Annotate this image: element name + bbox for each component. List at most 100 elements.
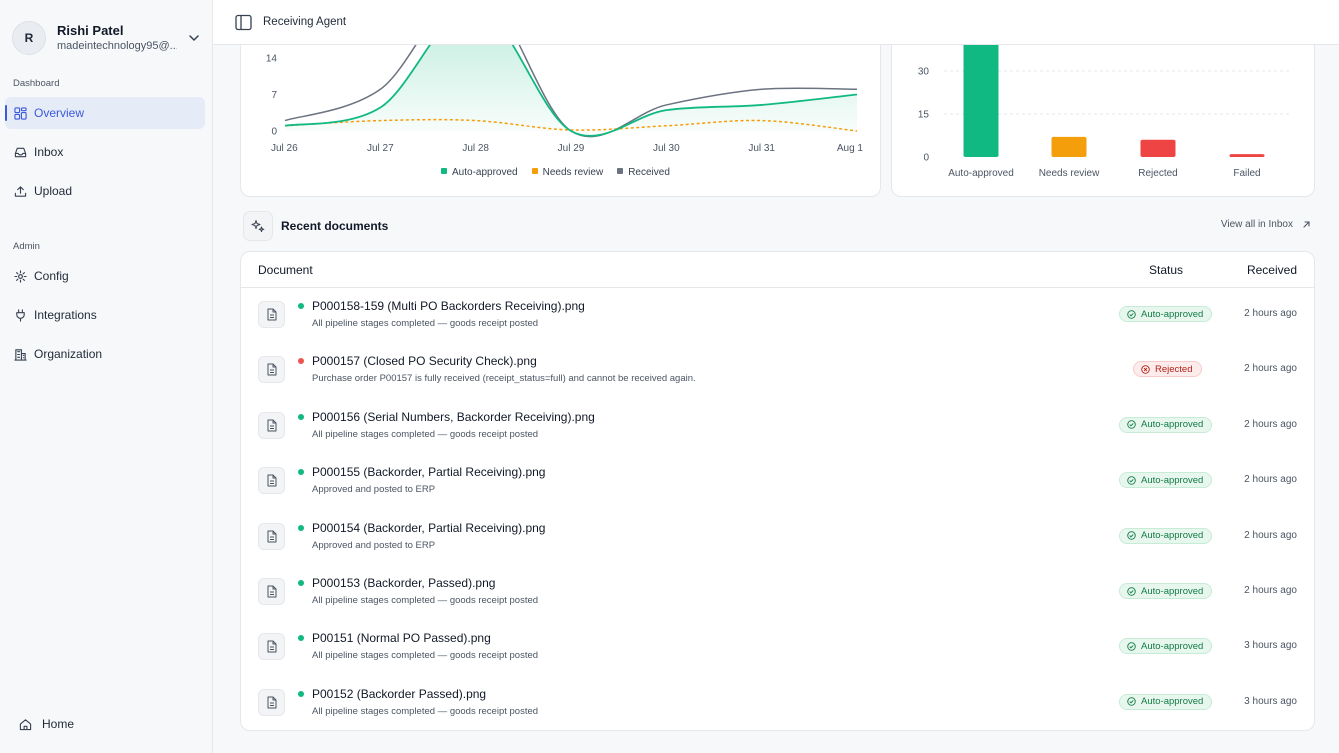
line-chart: 0 7 14 Jul 26 Jul 27 Jul 28 Jul 29 Jul 30 Jul 31… — [266, 0, 864, 154]
topbar: Receiving Agent — [213, 0, 1339, 45]
x-tick-label: Auto-approved — [948, 168, 1014, 179]
series-line-auto-approved — [284, 4, 858, 137]
document-icon — [258, 633, 285, 661]
check-circle-icon — [1127, 642, 1136, 651]
document-name[interactable]: P00151 (Normal PO Passed).png — [312, 631, 491, 646]
status-dot — [298, 524, 304, 531]
sidebar-item-config[interactable]: Config — [5, 260, 205, 292]
status-badge: Auto-approved — [1119, 527, 1213, 544]
view-all-link[interactable]: View all in Inbox — [1221, 219, 1311, 230]
sidebar-item-inbox[interactable]: Inbox — [5, 136, 205, 168]
user-menu[interactable]: R Rishi Patel madeintechnology95@... — [12, 16, 202, 60]
check-circle-icon — [1127, 531, 1136, 540]
status-dot — [298, 690, 304, 697]
received-time: 3 hours ago — [1244, 640, 1297, 652]
status-badge: Auto-approved — [1119, 638, 1213, 655]
grid-icon — [14, 106, 27, 120]
series-line-received — [284, 0, 858, 138]
sidebar-item-organization[interactable]: Organization — [5, 338, 205, 370]
legend-item-auto-approved: Auto-approved — [441, 167, 518, 178]
status-badge: Auto-approved — [1119, 306, 1213, 322]
series-area-auto-approved — [285, 5, 857, 136]
table-row[interactable]: P000154 (Backorder, Partial Receiving).p… — [241, 510, 1314, 565]
document-name[interactable]: P000154 (Backorder, Partial Receiving).p… — [312, 520, 546, 535]
x-tick-label: Needs review — [1039, 168, 1100, 179]
sidebar-item-integrations[interactable]: Integrations — [5, 299, 205, 331]
table-row[interactable]: P000156 (Serial Numbers, Backorder Recei… — [241, 399, 1314, 454]
status-badge: Auto-approved — [1119, 416, 1213, 433]
document-icon — [258, 522, 285, 550]
table-row[interactable]: P000153 (Backorder, Passed).png All pipel… — [241, 565, 1314, 620]
document-name[interactable]: P000153 (Backorder, Passed).png — [312, 576, 496, 590]
document-name[interactable]: P000157 (Closed PO Security Check).png — [312, 354, 537, 369]
document-name[interactable]: P000158-159 (Multi PO Backorders Receivi… — [312, 299, 585, 313]
document-status-detail: All pipeline stages completed — goods re… — [312, 318, 539, 329]
document-status-detail: Approved and posted to ERP — [312, 484, 436, 496]
chart-legend: Auto-approved Needs review Received — [441, 167, 670, 178]
received-time: 2 hours ago — [1244, 529, 1297, 541]
document-name[interactable]: P000155 (Backorder, Partial Receiving).p… — [312, 465, 546, 480]
table-row[interactable]: P00151 (Normal PO Passed).png All pipelin… — [241, 620, 1314, 675]
inbox-icon — [14, 146, 27, 159]
legend-item-needs-review: Needs review — [531, 167, 603, 178]
status-dot — [298, 469, 304, 476]
section-label-dashboard: Dashboard — [13, 78, 60, 89]
y-tick-label: 30 — [918, 67, 930, 78]
building-icon — [14, 348, 27, 361]
table-row[interactable]: P000157 (Closed PO Security Check).png Pu… — [241, 343, 1314, 398]
document-status-detail: All pipeline stages completed — goods re… — [312, 595, 539, 606]
x-tick-label: Jul 26 — [271, 143, 298, 154]
sidebar-toggle-icon[interactable] — [235, 14, 252, 31]
sidebar-item-upload[interactable]: Upload — [5, 175, 205, 207]
x-circle-icon — [1141, 365, 1150, 374]
document-status-detail: All pipeline stages completed — goods re… — [312, 428, 539, 440]
sidebar-item-label: Upload — [34, 184, 73, 198]
document-icon — [258, 578, 285, 605]
table-row[interactable]: P000158-159 (Multi PO Backorders Receivi… — [241, 288, 1314, 343]
document-name[interactable]: P00152 (Backorder Passed).png — [312, 686, 487, 701]
check-circle-icon — [1127, 420, 1136, 430]
x-tick-label: Aug 1 — [837, 143, 864, 154]
status-dot — [298, 358, 304, 365]
status-badge: Rejected — [1133, 361, 1202, 378]
document-icon — [258, 301, 285, 328]
x-tick-label: Jul 29 — [558, 143, 585, 154]
sidebar-item-overview[interactable]: Overview — [5, 97, 205, 129]
received-time: 2 hours ago — [1244, 474, 1297, 486]
home-icon — [19, 718, 32, 730]
document-name[interactable]: P000156 (Serial Numbers, Backorder Recei… — [312, 409, 595, 424]
x-tick-label: Failed — [1233, 168, 1260, 179]
document-icon — [258, 688, 285, 716]
sidebar-item-label: Inbox — [34, 145, 64, 159]
page-title: Receiving Agent — [263, 16, 347, 28]
y-tick-label: 0 — [271, 127, 277, 138]
received-time: 2 hours ago — [1244, 418, 1297, 430]
divider — [241, 287, 1314, 288]
bar-rejected — [1140, 139, 1176, 157]
bar-failed — [1229, 154, 1265, 157]
check-circle-icon — [1127, 475, 1136, 485]
sidebar-item-label: Integrations — [34, 308, 97, 322]
sidebar-item-home[interactable]: Home — [19, 717, 74, 731]
check-circle-icon — [1127, 697, 1136, 707]
table-row[interactable]: P000155 (Backorder, Partial Receiving).p… — [241, 454, 1314, 509]
sparkle-icon — [243, 211, 273, 241]
y-tick-label: 15 — [918, 110, 930, 121]
table-row[interactable]: P00152 (Backorder Passed).png All pipelin… — [241, 676, 1314, 731]
received-time: 2 hours ago — [1244, 308, 1297, 319]
sidebar-item-label: Home — [42, 717, 75, 731]
chevron-down-icon[interactable] — [187, 31, 201, 45]
sidebar-item-label: Overview — [34, 106, 85, 120]
document-icon — [258, 467, 285, 495]
status-badge: Auto-approved — [1119, 472, 1213, 489]
y-tick-label: 14 — [266, 54, 278, 65]
received-time: 2 hours ago — [1244, 585, 1297, 596]
column-header-document: Document — [258, 263, 313, 277]
avatar: R — [12, 21, 46, 55]
y-tick-label: 7 — [271, 90, 277, 101]
document-status-detail: All pipeline stages completed — goods re… — [312, 705, 539, 717]
received-time: 3 hours ago — [1244, 695, 1297, 707]
gear-icon — [14, 269, 27, 283]
arrow-up-right-icon — [1303, 221, 1310, 228]
user-email: madeintechnology95@... — [57, 40, 177, 52]
